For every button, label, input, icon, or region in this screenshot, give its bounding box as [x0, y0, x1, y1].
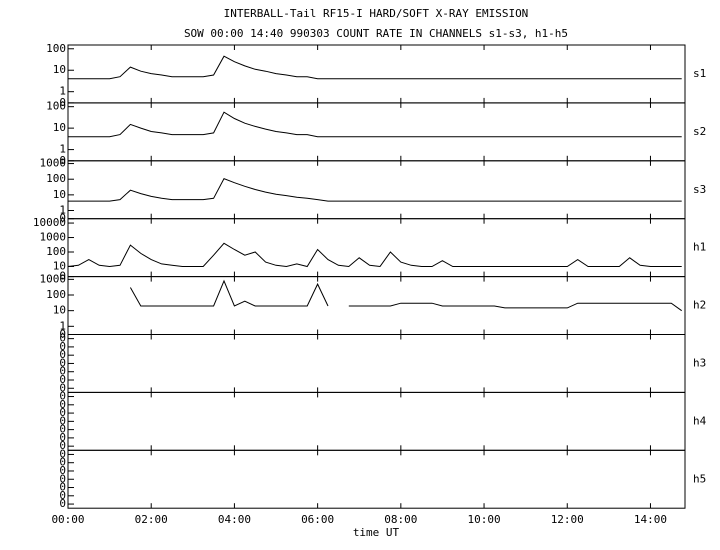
y-tick-label: 0	[59, 414, 66, 427]
y-tick-label: 1000	[40, 157, 67, 170]
y-tick-label: 10	[53, 121, 66, 134]
panel-frame	[67, 218, 686, 278]
y-tick-label: 1	[59, 204, 66, 217]
series-line	[129, 279, 682, 312]
series-line	[68, 55, 682, 80]
y-tick-label: 10	[53, 63, 66, 76]
x-tick-label: 08:00	[384, 513, 417, 526]
y-tick-label: 0	[59, 439, 66, 452]
panel-frame	[67, 102, 686, 162]
y-tick-label: 0	[59, 423, 66, 436]
y-tick-label: 100	[46, 245, 66, 258]
panel-frame	[67, 334, 686, 393]
y-tick-label: 0	[59, 96, 66, 109]
series-line	[67, 242, 682, 268]
y-tick-label: 10	[53, 304, 66, 317]
y-tick-label: 0	[59, 381, 66, 394]
y-tick-label: 0	[59, 398, 66, 411]
y-tick-label: 0	[59, 332, 66, 345]
chart-subtitle: SOW 00:00 14:40 990303 COUNT RATE IN CHA…	[184, 27, 568, 40]
y-tick-label: 0	[59, 472, 66, 485]
y-tick-label: 10	[53, 259, 66, 272]
y-tick-label: 0	[59, 212, 66, 225]
panel-label: h4	[693, 414, 707, 427]
y-tick-label: 10000	[33, 216, 66, 229]
series-line	[68, 111, 682, 138]
y-tick-label: 1	[59, 143, 66, 156]
series-line	[68, 177, 682, 202]
panel-label: s2	[693, 125, 706, 138]
y-tick-label: 1000	[40, 231, 67, 244]
panel-frame	[67, 160, 686, 220]
y-tick-label: 0	[59, 481, 66, 494]
y-tick-label: 0	[59, 348, 66, 361]
panel-label: h1	[693, 241, 706, 254]
y-tick-label: 0	[59, 356, 66, 369]
y-tick-label: 0	[59, 270, 66, 283]
x-tick-label: 06:00	[301, 513, 334, 526]
panel-label: h5	[693, 472, 706, 485]
y-tick-label: 0	[59, 447, 66, 460]
x-tick-label: 00:00	[51, 513, 84, 526]
y-tick-label: 0	[59, 154, 66, 167]
panel-label: h2	[693, 299, 706, 312]
panel-label: h3	[693, 356, 706, 369]
y-tick-label: 100	[46, 100, 66, 113]
panel-label: s1	[693, 67, 706, 80]
y-tick-label: 0	[59, 489, 66, 502]
x-tick-label: 10:00	[467, 513, 500, 526]
x-tick-label: 12:00	[551, 513, 584, 526]
y-tick-label: 1	[59, 85, 66, 98]
y-tick-label: 0	[59, 365, 66, 378]
y-tick-label: 0	[59, 390, 66, 403]
y-tick-label: 0	[59, 431, 66, 444]
x-tick-label: 14:00	[634, 513, 667, 526]
y-tick-label: 100	[46, 288, 66, 301]
x-axis-label: time UT	[353, 526, 400, 539]
x-tick-label: 02:00	[135, 513, 168, 526]
y-tick-label: 0	[59, 497, 66, 510]
y-tick-label: 100	[46, 42, 66, 55]
chart-title: INTERBALL-Tail RF15-I HARD/SOFT X-RAY EM…	[224, 7, 529, 20]
y-tick-label: 100	[46, 172, 66, 185]
y-tick-label: 10	[53, 188, 66, 201]
y-tick-label: 0	[59, 373, 66, 386]
y-tick-label: 1000	[40, 272, 67, 285]
x-tick-label: 04:00	[218, 513, 251, 526]
y-tick-label: 1	[59, 319, 66, 332]
y-tick-label: 0	[59, 464, 66, 477]
panel-frame	[67, 44, 686, 104]
y-tick-label: 0	[59, 328, 66, 341]
panel-label: s3	[693, 183, 706, 196]
y-tick-label: 0	[59, 456, 66, 469]
y-tick-label: 0	[59, 340, 66, 353]
y-tick-label: 0	[59, 406, 66, 419]
panel-frame	[67, 449, 686, 509]
panel-frame	[67, 391, 686, 451]
